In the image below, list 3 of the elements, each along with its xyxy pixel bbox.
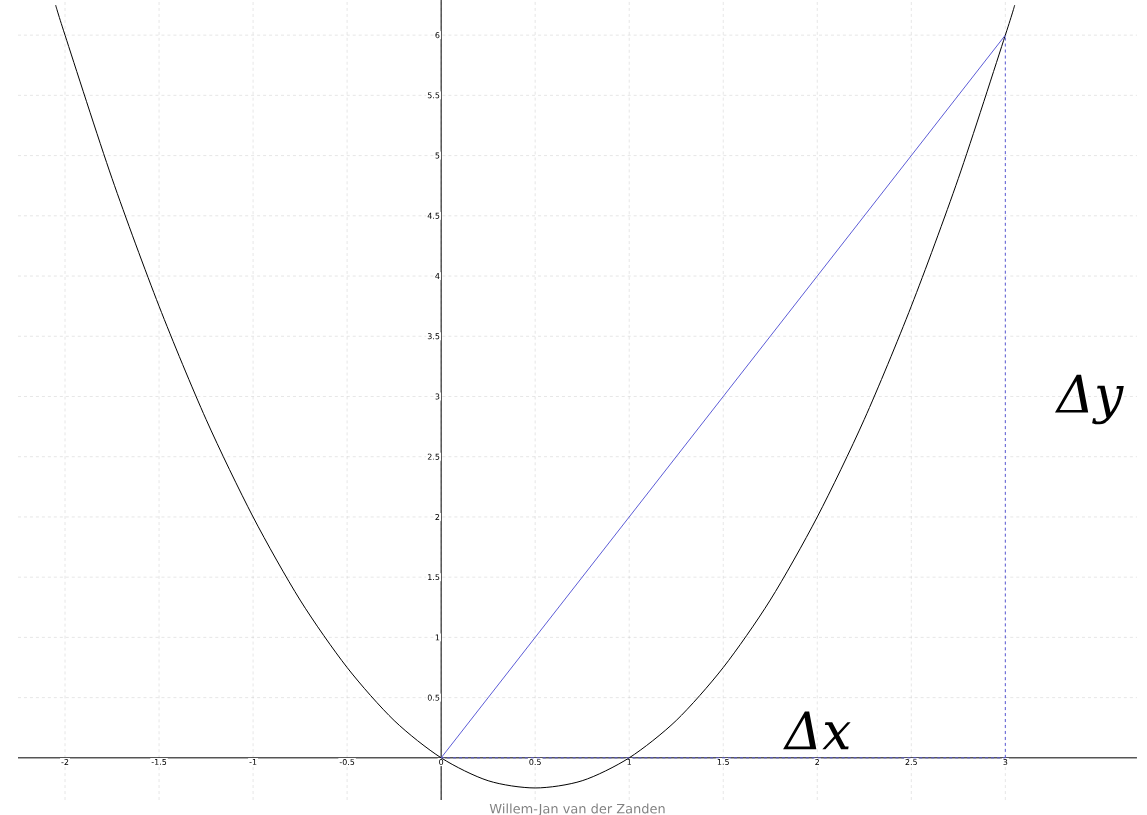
text: Willem-Jan van der Zanden (489, 803, 665, 815)
annotation: Δy (1054, 374, 1124, 425)
annotation: Δx (783, 711, 851, 750)
